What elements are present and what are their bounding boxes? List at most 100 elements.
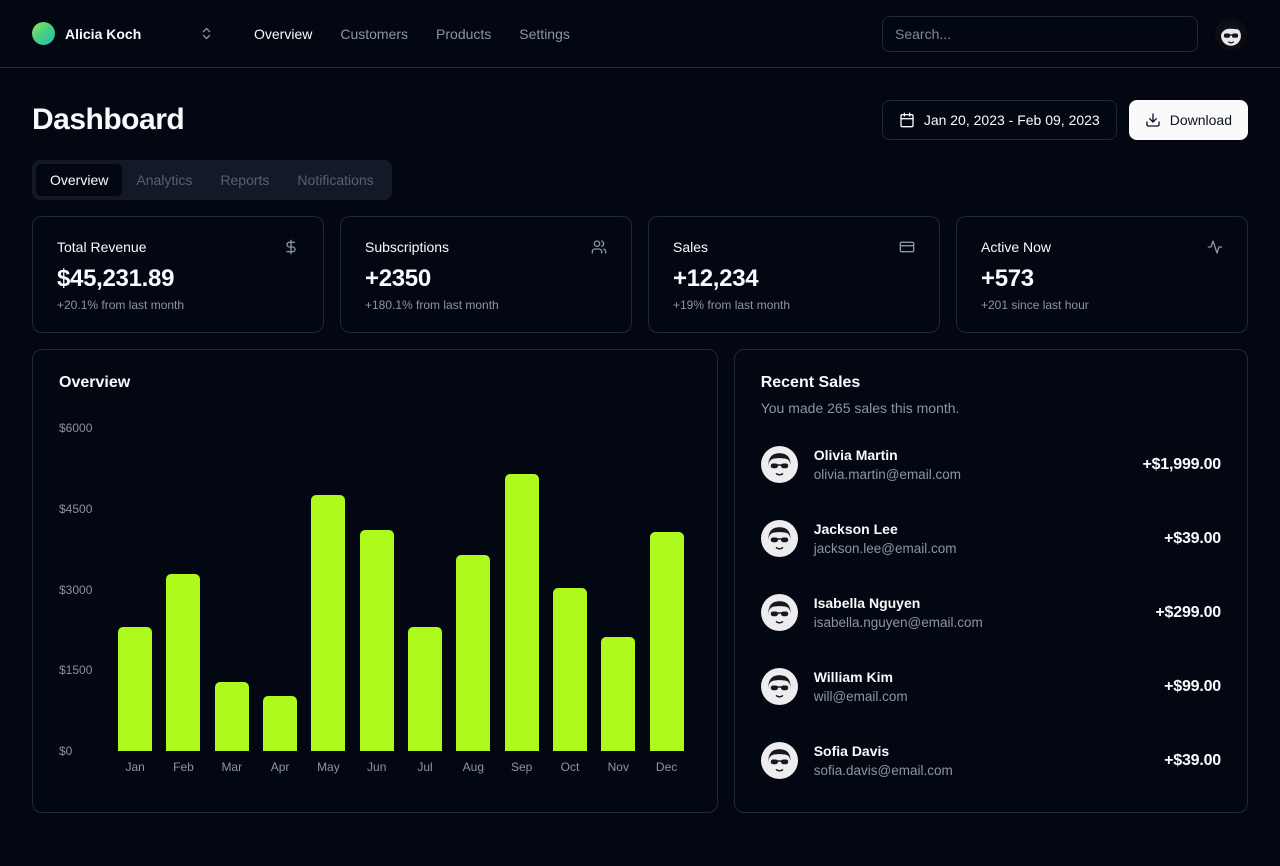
chart-bar-slot [401, 428, 449, 751]
customer-avatar [760, 668, 798, 705]
chart-bar-slot [498, 428, 546, 751]
chart-bar [601, 636, 636, 751]
x-tick-label: Jun [367, 760, 387, 774]
user-avatar-image [1214, 17, 1248, 50]
chart-x-axis: Jan Feb Mar Apr May Jun Jul Aug Sep Oct Nov Dec [111, 760, 691, 774]
customer-name: William Kim [813, 669, 893, 685]
chart-bar-slot [111, 428, 159, 751]
nav-item-settings[interactable]: Settings [519, 25, 570, 42]
recent-sales-subtitle: You made 265 sales this month. [760, 400, 960, 416]
sale-customer: Sofia Davis sofia.davis@email.com [814, 743, 953, 778]
tab-notifications[interactable]: Notifications [283, 164, 387, 196]
chart-bar [504, 474, 539, 751]
search-input[interactable] [882, 15, 1198, 52]
stat-change: +180.1% from last month [365, 298, 499, 312]
customer-email: jackson.lee@email.com [813, 541, 957, 556]
x-tick-label: Feb [173, 760, 194, 774]
x-tick-label: Dec [655, 760, 678, 774]
tab-overview[interactable]: Overview [36, 164, 123, 196]
stat-value: +573 [981, 265, 1034, 292]
tab-reports[interactable]: Reports [206, 164, 283, 196]
x-tick-label: Jan [125, 760, 145, 774]
customer-avatar-image [760, 742, 798, 779]
bar-chart: $6000 $4500 $3000 $1500 $0 [59, 421, 691, 758]
recent-sales-title: Recent Sales [760, 374, 861, 391]
recent-sales-card: Recent Sales You made 265 sales this mon… [733, 349, 1248, 813]
customer-avatar-image [760, 594, 798, 631]
stat-title: Total Revenue [57, 239, 147, 255]
chart-bar [166, 573, 201, 751]
chart-bar-slot [208, 428, 256, 751]
stat-change: +201 since last hour [981, 298, 1089, 312]
sale-customer: Olivia Martin olivia.martin@email.com [814, 447, 961, 482]
customer-email: will@email.com [813, 689, 908, 704]
stat-card-total-revenue: Total Revenue $45,231.89 +20.1% from las… [32, 216, 324, 333]
date-range-picker[interactable]: Jan 20, 2023 - Feb 09, 2023 [881, 100, 1117, 140]
download-label: Download [1169, 112, 1232, 128]
download-button[interactable]: Download [1128, 100, 1248, 140]
chart-bar [649, 531, 684, 751]
sale-customer: Jackson Lee jackson.lee@email.com [814, 521, 957, 556]
sale-row: Isabella Nguyen isabella.nguyen@email.co… [760, 594, 1221, 631]
date-range-label: Jan 20, 2023 - Feb 09, 2023 [923, 112, 1100, 128]
credit-card-icon [899, 239, 915, 255]
customer-avatar [760, 446, 798, 483]
chart-bar-slot [594, 428, 642, 751]
chart-bar [359, 530, 394, 751]
chart-bar [118, 627, 153, 751]
y-tick-label: $0 [59, 744, 73, 758]
chart-bar [408, 627, 443, 751]
nav-item-overview[interactable]: Overview [254, 25, 313, 42]
chart-bar-slot [449, 428, 497, 751]
stat-title: Active Now [981, 239, 1052, 255]
page-title: Dashboard [32, 103, 185, 136]
chart-bars [111, 428, 691, 751]
y-tick-label: $1500 [59, 663, 93, 678]
customer-avatar-image [760, 520, 798, 557]
stat-change: +20.1% from last month [57, 298, 185, 312]
stat-card-active-now: Active Now +573 +201 since last hour [956, 216, 1248, 333]
user-menu-avatar[interactable] [1214, 17, 1248, 51]
main-nav: Overview Customers Products Settings [254, 26, 570, 42]
customer-email: isabella.nguyen@email.com [813, 615, 983, 630]
dollar-icon [283, 239, 299, 255]
x-tick-label: May [317, 760, 340, 774]
activity-icon [1207, 239, 1223, 255]
tabs-list: Overview Analytics Reports Notifications [32, 160, 392, 200]
nav-item-customers[interactable]: Customers [340, 25, 409, 42]
chart-bar [214, 681, 249, 751]
x-tick-label: Aug [462, 760, 485, 774]
chart-bar-slot [256, 428, 304, 751]
stat-title: Sales [673, 239, 709, 255]
chart-title: Overview [59, 374, 131, 391]
chart-bar [456, 555, 491, 751]
stat-change: +19% from last month [673, 298, 791, 312]
customer-name: Jackson Lee [813, 521, 898, 537]
tab-analytics[interactable]: Analytics [122, 164, 206, 196]
chart-y-axis: $6000 $4500 $3000 $1500 $0 [59, 421, 111, 758]
download-icon [1145, 112, 1161, 128]
y-tick-label: $4500 [59, 501, 93, 516]
x-tick-label: Oct [560, 760, 580, 774]
y-tick-label: $3000 [59, 582, 93, 597]
customer-email: sofia.davis@email.com [813, 763, 953, 778]
chart-bar-slot [353, 428, 401, 751]
customer-avatar [760, 520, 798, 557]
customer-name: Sofia Davis [813, 743, 890, 759]
calendar-icon [899, 112, 915, 128]
customer-avatar-image [760, 446, 798, 483]
x-tick-label: Mar [221, 760, 243, 774]
customer-email: olivia.martin@email.com [813, 467, 961, 482]
nav-item-products[interactable]: Products [436, 25, 492, 42]
chart-bar [263, 695, 298, 751]
team-switcher[interactable]: Alicia Koch [32, 22, 214, 45]
stat-value: +12,234 [673, 265, 759, 292]
customer-avatar [760, 594, 798, 631]
sale-amount: +$1,999.00 [1142, 455, 1221, 473]
chart-bar-slot [546, 428, 594, 751]
team-name: Alicia Koch [65, 25, 142, 42]
sale-amount: +$99.00 [1164, 677, 1221, 695]
stat-title: Subscriptions [365, 239, 450, 255]
x-tick-label: Jul [417, 760, 433, 774]
y-tick-label: $6000 [59, 421, 93, 435]
